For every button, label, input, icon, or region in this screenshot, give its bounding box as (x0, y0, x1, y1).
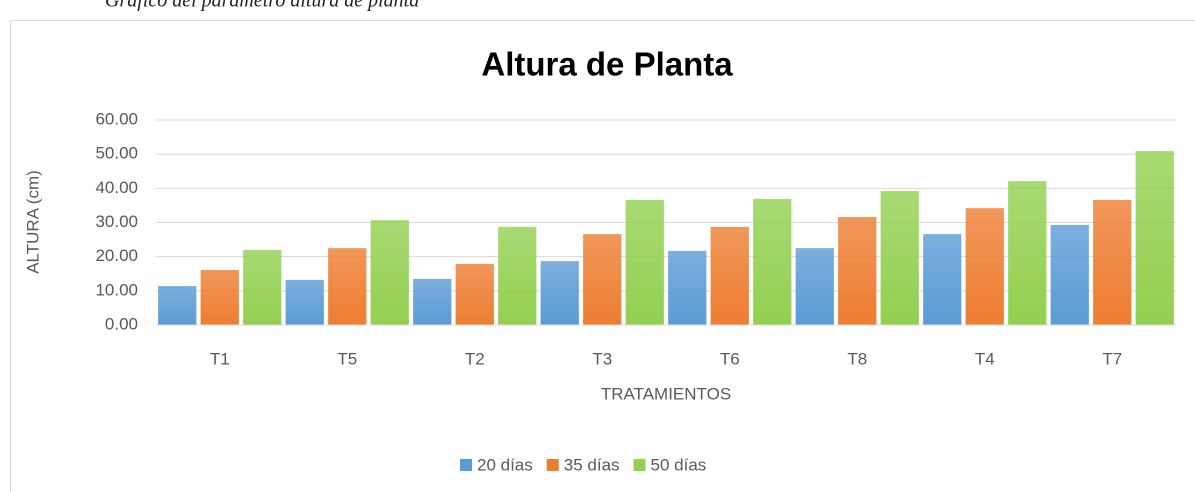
bar (285, 279, 324, 325)
bar (540, 261, 579, 325)
y-axis-label: ALTURA (cm) (23, 170, 42, 274)
legend-label: 35 días (564, 455, 620, 474)
x-tick-label: T2 (465, 349, 485, 368)
y-tick-label: 50.00 (95, 144, 138, 163)
bar (923, 234, 962, 325)
bar (1093, 199, 1132, 325)
bar (625, 199, 664, 325)
caption: Gráfico del parámetro altura de planta (105, 0, 419, 12)
bar (1050, 224, 1089, 325)
legend-label: 50 días (651, 455, 707, 474)
bar (710, 226, 749, 325)
y-tick-label: 20.00 (95, 246, 138, 265)
x-tick-label: T5 (337, 349, 357, 368)
bar (200, 269, 239, 325)
bar (965, 208, 1004, 325)
x-tick-label: T1 (210, 349, 230, 368)
bar (795, 248, 834, 325)
x-axis-label: TRATAMIENTOS (601, 384, 731, 403)
chart-title: Altura de Planta (481, 46, 733, 83)
legend-swatch (633, 459, 646, 471)
bar (838, 217, 877, 325)
bar (328, 248, 367, 325)
y-tick-label: 60.00 (95, 109, 138, 128)
x-tick-label: T7 (1102, 349, 1122, 368)
bar (583, 234, 622, 325)
bar (243, 249, 282, 325)
legend-swatch (546, 459, 559, 471)
x-tick-label: T8 (847, 349, 867, 368)
legend-swatch (460, 459, 472, 471)
bar (158, 286, 197, 325)
bar (668, 250, 707, 325)
y-tick-label: 40.00 (95, 178, 138, 197)
x-tick-label: T4 (975, 349, 995, 368)
bar (1135, 151, 1174, 325)
x-tick-label: T6 (720, 349, 740, 368)
y-tick-label: 30.00 (95, 212, 138, 231)
bar (455, 263, 494, 325)
bar (753, 198, 792, 325)
x-tick-label: T3 (592, 349, 612, 368)
bar (1008, 181, 1047, 325)
bar (498, 226, 537, 325)
bar (413, 278, 452, 325)
y-tick-label: 10.00 (95, 280, 138, 299)
y-tick-label: 0.00 (105, 314, 138, 333)
legend-label: 20 días (477, 455, 533, 474)
bar (370, 220, 409, 325)
bar (880, 191, 919, 325)
